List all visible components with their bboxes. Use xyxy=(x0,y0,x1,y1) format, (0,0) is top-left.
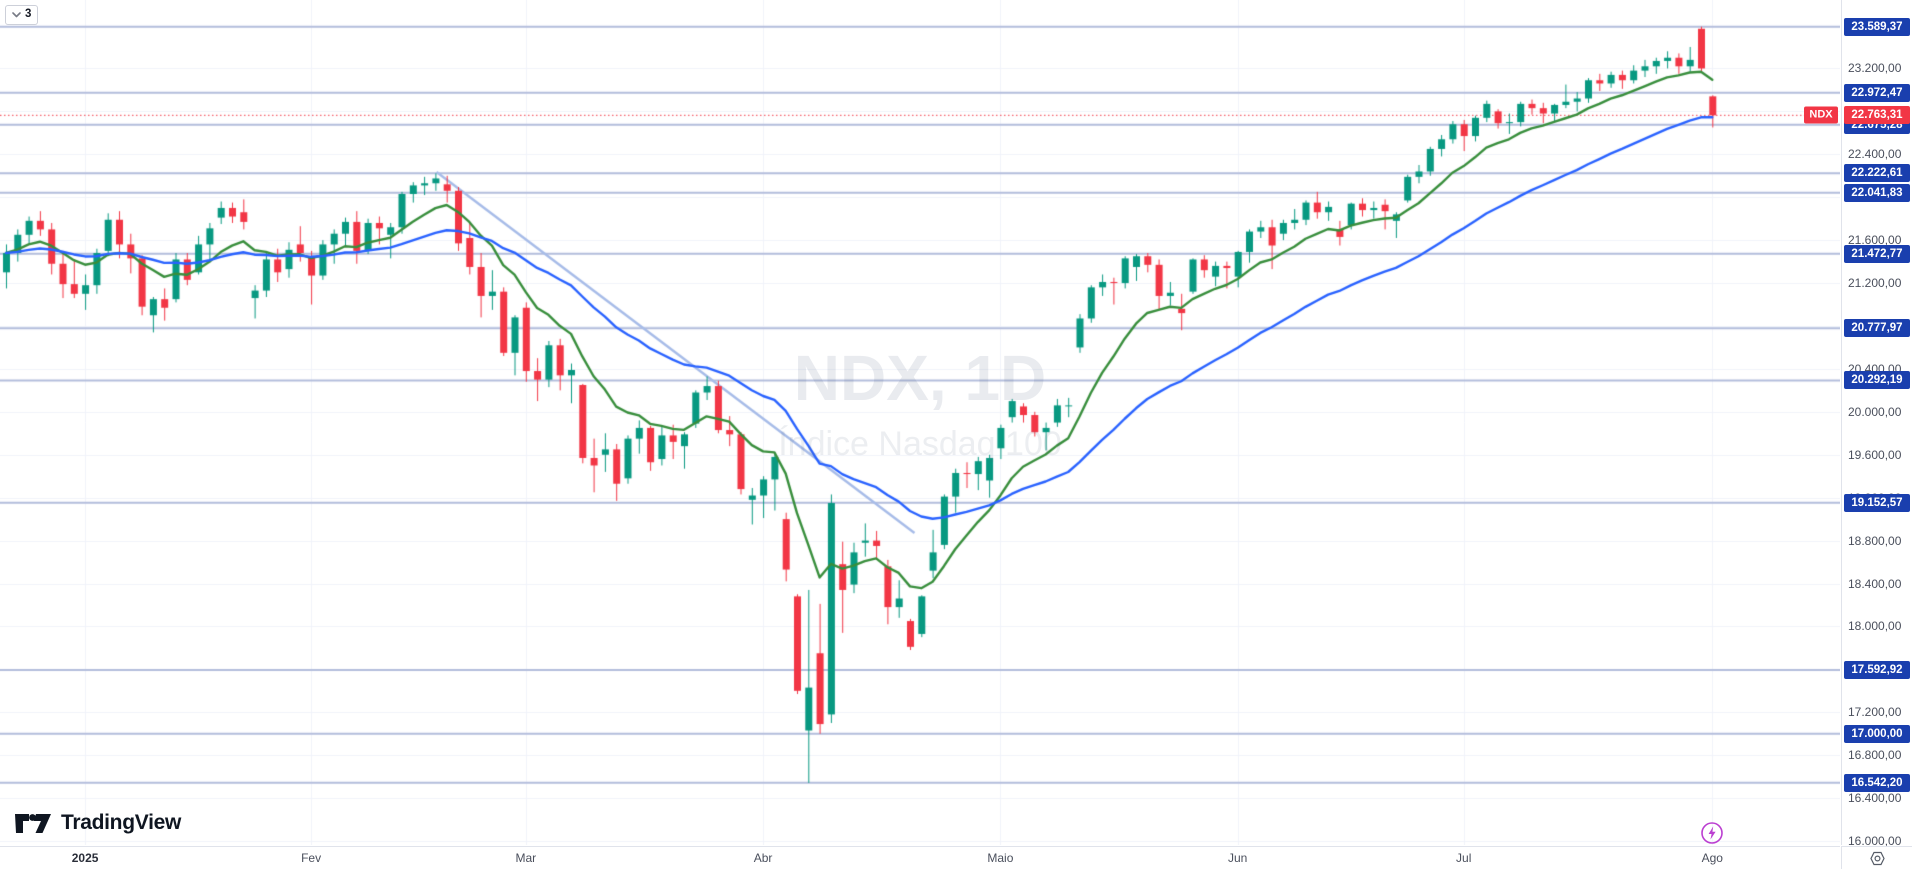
price-level-badge: 23.589,37 xyxy=(1844,17,1910,36)
price-tick: 23.200,00 xyxy=(1848,61,1902,76)
time-tick: Jun xyxy=(1228,851,1248,865)
price-tick: 18.000,00 xyxy=(1848,619,1902,634)
price-tick: 16.800,00 xyxy=(1848,748,1902,763)
price-tick: 18.800,00 xyxy=(1848,533,1902,548)
time-tick: Fev xyxy=(301,851,322,865)
time-tick: Abr xyxy=(753,851,773,865)
axis-corner[interactable] xyxy=(1841,846,1912,869)
axis-corner-settings-icon[interactable] xyxy=(1870,851,1885,866)
price-level-badge: 21.472,77 xyxy=(1844,244,1910,263)
price-tick: 21.200,00 xyxy=(1848,276,1902,291)
price-level-badge: 17.000,00 xyxy=(1844,724,1910,743)
price-level-badge: 17.592,92 xyxy=(1844,661,1910,680)
time-tick: Mar xyxy=(515,851,537,865)
tradingview-logo[interactable]: TradingView xyxy=(15,811,181,835)
price-level-badge: 20.292,19 xyxy=(1844,371,1910,390)
drawings-count-button[interactable]: 3 xyxy=(5,5,39,25)
price-level-badge: 22.041,83 xyxy=(1844,183,1910,202)
price-tick: 16.000,00 xyxy=(1848,834,1902,849)
price-level-badge: 19.152,57 xyxy=(1844,493,1910,512)
chevron-down-icon xyxy=(12,12,21,18)
price-chart-canvas[interactable] xyxy=(0,0,1840,845)
price-tick: 18.400,00 xyxy=(1848,576,1902,591)
price-axis[interactable]: 23.200,00 22.400,00 21.600,00 21.200,00 20.4… xyxy=(1841,0,1912,849)
time-tick: 2025 xyxy=(71,851,99,865)
price-tick: 16.400,00 xyxy=(1848,791,1902,806)
chart-pane[interactable]: NDX, 1D Índice Nasdaq 100 3 NDX TradingV… xyxy=(0,0,1840,845)
tradingview-logo-text: TradingView xyxy=(61,811,182,834)
time-axis[interactable]: 2025 Fev Mar Abr Maio Jun Jul Ago xyxy=(0,846,1840,869)
tradingview-logo-icon xyxy=(15,813,51,833)
drawings-count: 3 xyxy=(25,8,32,21)
price-level-badge: 20.777,97 xyxy=(1844,319,1910,338)
symbol-price-tag: NDX xyxy=(1804,106,1838,124)
price-tick: 20.000,00 xyxy=(1848,404,1902,419)
price-tick: 19.600,00 xyxy=(1848,447,1902,462)
time-tick: Jul xyxy=(1456,851,1472,865)
price-tick: 22.400,00 xyxy=(1848,147,1902,162)
price-level-badge: 16.542,20 xyxy=(1844,773,1910,792)
last-price-badge: 22.763,31 xyxy=(1844,106,1910,125)
price-level-badge: 22.972,47 xyxy=(1844,83,1910,102)
time-tick: Ago xyxy=(1701,851,1723,865)
price-tick: 21.600,00 xyxy=(1848,233,1902,248)
price-level-badge: 22.222,61 xyxy=(1844,164,1910,183)
price-tick: 17.200,00 xyxy=(1848,705,1902,720)
lightning-icon[interactable] xyxy=(1700,821,1724,845)
time-tick: Maio xyxy=(987,851,1014,865)
